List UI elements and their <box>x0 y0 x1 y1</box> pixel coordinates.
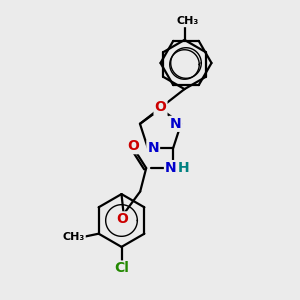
Text: CH₃: CH₃ <box>63 232 85 242</box>
Text: O: O <box>127 139 139 153</box>
Text: CH₃: CH₃ <box>176 16 199 26</box>
Text: N: N <box>165 161 177 175</box>
Text: N: N <box>170 117 182 131</box>
Text: H: H <box>178 161 190 175</box>
Text: N: N <box>147 141 159 155</box>
Text: O: O <box>154 100 166 114</box>
Text: Cl: Cl <box>114 262 129 275</box>
Text: O: O <box>116 212 128 226</box>
